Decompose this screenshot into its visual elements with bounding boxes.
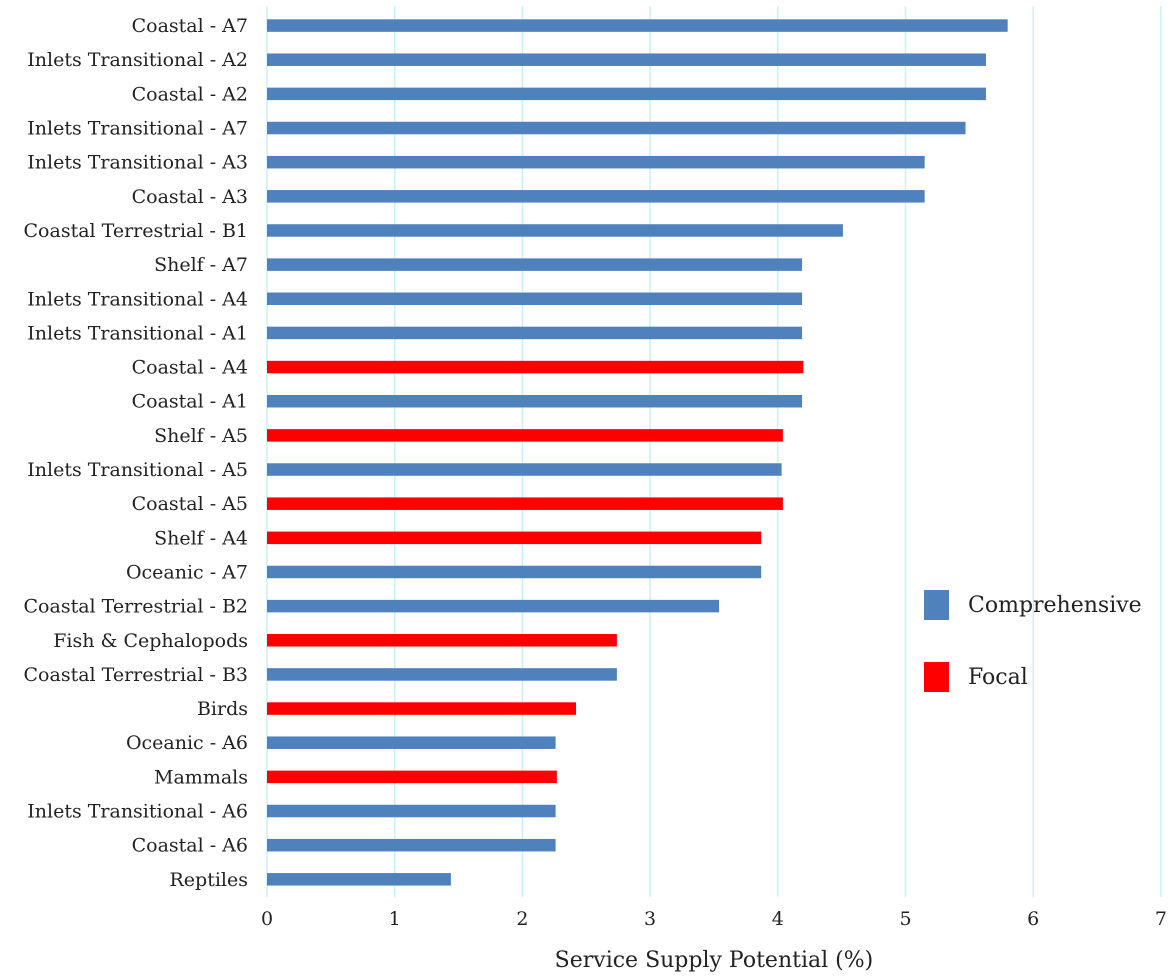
legend-label-comprehensive: Comprehensive xyxy=(968,592,1142,618)
x-tick-label-1: 1 xyxy=(389,908,401,930)
category-label-inlets-transitional-a1: Inlets Transitional - A1 xyxy=(27,322,248,344)
bar-inlets-transitional-a6 xyxy=(267,804,556,818)
category-label-inlets-transitional-a4: Inlets Transitional - A4 xyxy=(27,288,248,310)
category-label-coastal-a2: Coastal - A2 xyxy=(132,83,248,105)
category-label-inlets-transitional-a5: Inlets Transitional - A5 xyxy=(27,459,248,481)
category-label-coastal-a4: Coastal - A4 xyxy=(132,357,248,379)
category-label-coastal-terrestrial-b1: Coastal Terrestrial - B1 xyxy=(24,220,248,242)
legend-item-comprehensive: Comprehensive xyxy=(924,588,1142,622)
bar-oceanic-a6 xyxy=(267,736,556,749)
bar-coastal-terrestrial-b3 xyxy=(267,668,617,681)
category-label-coastal-a5: Coastal - A5 xyxy=(132,493,248,515)
bar-reptiles xyxy=(267,873,451,886)
x-tick-label-3: 3 xyxy=(644,908,656,930)
category-label-coastal-a1: Coastal - A1 xyxy=(132,391,248,413)
bar-shelf-a5 xyxy=(267,429,783,442)
category-label-shelf-a5: Shelf - A5 xyxy=(154,425,248,447)
x-axis-label: Service Supply Potential (%) xyxy=(555,948,874,973)
bar-coastal-a1 xyxy=(267,394,803,408)
x-tick-label-7: 7 xyxy=(1155,908,1167,930)
bar-coastal-a5 xyxy=(267,497,783,510)
x-tick-label-2: 2 xyxy=(516,908,528,930)
bars xyxy=(267,19,1008,886)
bar-shelf-a7 xyxy=(267,258,803,271)
bar-oceanic-a7 xyxy=(267,565,762,579)
category-label-inlets-transitional-a2: Inlets Transitional - A2 xyxy=(27,49,248,71)
x-tick-label-5: 5 xyxy=(899,908,911,930)
category-label-reptiles: Reptiles xyxy=(170,869,249,891)
category-label-fish-cephalopods: Fish & Cephalopods xyxy=(53,630,248,652)
category-label-oceanic-a6: Oceanic - A6 xyxy=(126,732,248,754)
bar-coastal-a3 xyxy=(267,190,925,203)
legend-item-focal: Focal xyxy=(924,660,1142,694)
bar-inlets-transitional-a5 xyxy=(267,463,782,476)
category-label-inlets-transitional-a3: Inlets Transitional - A3 xyxy=(27,152,248,174)
bar-inlets-transitional-a2 xyxy=(267,53,986,66)
category-label-oceanic-a7: Oceanic - A7 xyxy=(126,561,248,583)
category-label-coastal-terrestrial-b3: Coastal Terrestrial - B3 xyxy=(24,664,248,686)
bar-inlets-transitional-a3 xyxy=(267,155,925,169)
x-tick-label-6: 6 xyxy=(1027,908,1039,930)
bar-inlets-transitional-a1 xyxy=(267,326,803,340)
bar-coastal-a6 xyxy=(267,838,556,852)
bar-birds xyxy=(267,702,577,715)
category-label-inlets-transitional-a7: Inlets Transitional - A7 xyxy=(27,118,248,140)
bar-coastal-a7 xyxy=(267,19,1008,32)
legend-swatch-focal xyxy=(924,662,949,692)
x-tick-label-0: 0 xyxy=(261,908,273,930)
x-tick-label-4: 4 xyxy=(772,908,784,930)
bar-inlets-transitional-a4 xyxy=(267,292,803,306)
category-label-birds: Birds xyxy=(197,698,248,720)
category-label-coastal-a3: Coastal - A3 xyxy=(132,186,248,208)
bar-coastal-terrestrial-b1 xyxy=(267,224,843,237)
category-label-shelf-a4: Shelf - A4 xyxy=(154,527,248,549)
category-label-shelf-a7: Shelf - A7 xyxy=(154,254,248,276)
bar-mammals xyxy=(267,770,557,784)
category-label-inlets-transitional-a6: Inlets Transitional - A6 xyxy=(27,801,248,823)
category-label-coastal-a7: Coastal - A7 xyxy=(132,15,248,37)
bar-fish-cephalopods xyxy=(267,634,617,647)
bar-coastal-a2 xyxy=(267,87,986,101)
bar-inlets-transitional-a7 xyxy=(267,121,966,135)
legend-swatch-comprehensive xyxy=(924,590,949,620)
category-labels: Coastal - A7 Inlets Transitional - A2 Coas… xyxy=(24,15,248,891)
category-label-coastal-a6: Coastal - A6 xyxy=(132,835,248,857)
bar-coastal-a4 xyxy=(267,360,804,374)
category-label-coastal-terrestrial-b2: Coastal Terrestrial - B2 xyxy=(24,596,248,618)
legend-label-focal: Focal xyxy=(968,664,1028,690)
bar-shelf-a4 xyxy=(267,531,762,545)
category-label-mammals: Mammals xyxy=(154,766,248,788)
gridlines xyxy=(266,6,1162,897)
bar-coastal-terrestrial-b2 xyxy=(267,599,720,613)
legend: Comprehensive Focal xyxy=(924,588,1142,732)
x-tick-labels: 0 1 2 3 4 5 6 7 xyxy=(261,908,1167,930)
